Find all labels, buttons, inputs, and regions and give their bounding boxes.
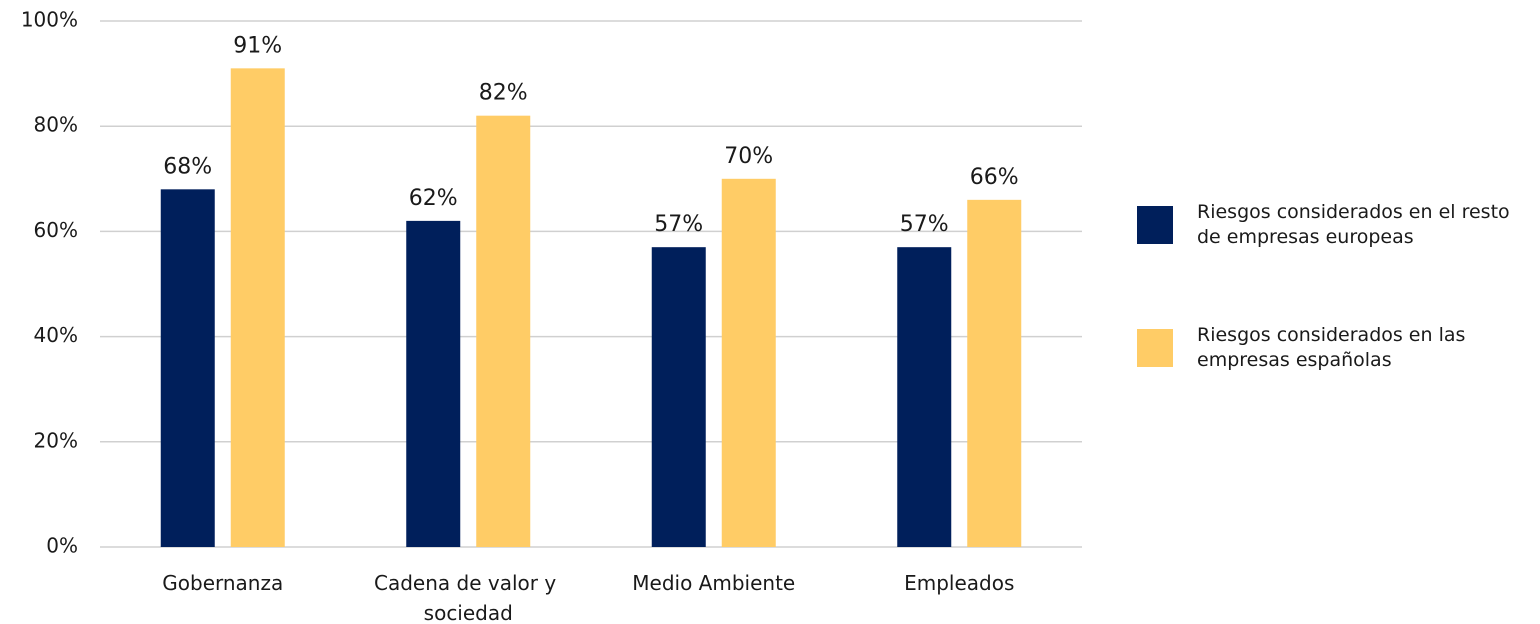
value-label: 57% <box>654 212 703 237</box>
y-tick-label: 100% <box>21 8 78 32</box>
bar <box>651 247 706 547</box>
y-tick-label: 0% <box>46 534 78 558</box>
value-label: 68% <box>163 154 212 179</box>
bar <box>476 115 531 548</box>
value-label: 91% <box>233 33 282 58</box>
value-label: 70% <box>724 144 773 169</box>
value-label: 57% <box>900 212 949 237</box>
bar <box>230 68 285 547</box>
value-label: 62% <box>409 186 458 211</box>
x-tick-label: Medio Ambiente <box>632 571 795 595</box>
x-tick-label: Cadena de valor y sociedad <box>374 571 563 624</box>
y-tick-label: 80% <box>34 113 78 137</box>
y-tick-label: 40% <box>34 323 78 347</box>
value-label: 82% <box>479 81 528 106</box>
x-tick-label: Gobernanza <box>162 571 283 595</box>
bar <box>897 247 952 547</box>
value-label: 66% <box>970 165 1019 190</box>
legend-swatch <box>1137 206 1173 244</box>
bar <box>721 178 776 548</box>
legend-label: Riesgos considerados en las empresas esp… <box>1197 324 1471 371</box>
x-tick-label: Empleados <box>904 571 1014 595</box>
legend-label: Riesgos considerados en el resto de empr… <box>1197 201 1516 248</box>
bar <box>406 220 461 547</box>
y-tick-label: 60% <box>34 218 78 242</box>
bar <box>967 199 1022 547</box>
legend-swatch <box>1137 329 1173 367</box>
bar <box>160 189 215 547</box>
y-tick-label: 20% <box>34 428 78 452</box>
